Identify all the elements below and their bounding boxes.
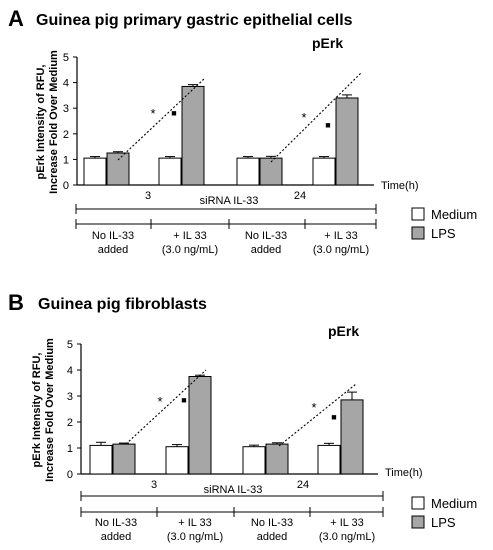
panel-a-ytick-label-4: 4 (63, 78, 69, 90)
panel-b-bar-medium-4 (317, 444, 341, 475)
panel-letter-b: B (8, 290, 24, 315)
panel-b-cond3-line1: No IL-33 (251, 517, 293, 529)
legend-a-medium-label: Medium (431, 207, 477, 222)
panel-a-cond3-line2: added (251, 244, 282, 256)
panel-b-bars: * * ■ ■ (89, 369, 364, 475)
panel-b-time-label: Time(h) (385, 467, 422, 479)
legend-b: Medium LPS (411, 496, 477, 530)
panel-b-cond4-line1: + IL 33 (330, 517, 364, 529)
panel-a-cond3-line1: No IL-33 (245, 230, 287, 242)
panel-a-trend-line-2 (270, 71, 363, 163)
panel-a-time-24: 24 (294, 190, 306, 202)
panel-b-bar-lps-1 (112, 443, 136, 475)
panel-a-ytick-label-5: 5 (63, 52, 69, 64)
panel-b-bar-medium-3 (242, 446, 266, 475)
panel-a-bar-medium-4 (312, 157, 336, 186)
panel-b-bar-lps-2 (188, 376, 212, 475)
panel-a-cond4-line2: (3.0 ng/mL) (313, 244, 369, 256)
panel-b-significance-star-2: * (311, 400, 316, 415)
panel-a-significance-star-2: * (301, 110, 306, 125)
legend-b-medium-swatch (411, 496, 425, 510)
panel-a-ytick-label-1: 1 (63, 154, 69, 166)
panel-a-significance-square-3: ■ (171, 108, 176, 118)
panel-a-marker-label: pErk (312, 35, 343, 51)
panel-a-sirna-label: siRNA IL-33 (200, 195, 259, 207)
panel-letter-a: A (8, 6, 24, 31)
panel-a-cond4-line1: + IL 33 (324, 230, 358, 242)
panel-a-ytick-label-0: 0 (63, 180, 69, 192)
panel-b-trend-line-2 (278, 383, 357, 447)
panel-a: A Guinea pig primary gastric epithelial … (8, 6, 418, 256)
panel-a-cond1-line1: No IL-33 (92, 230, 134, 242)
panel-b-bar-medium-1 (89, 444, 113, 475)
panel-b-ylabel-line2: Increase Fold Over Medium (44, 338, 56, 482)
panel-b-ytick-label-5: 5 (67, 339, 73, 351)
panel-b-ytick-label-2: 2 (67, 417, 73, 429)
legend-b-medium-label: Medium (431, 496, 477, 511)
legend-b-lps-swatch (411, 515, 425, 529)
panel-a-ytick-label-3: 3 (63, 103, 69, 115)
panel-a-time-3: 3 (145, 190, 151, 202)
panel-a-cond1-line2: added (98, 244, 129, 256)
panel-b-title: Guinea pig fibroblasts (38, 296, 207, 313)
panel-b-ytick-label-1: 1 (67, 443, 73, 455)
panel-b-significance-square-4: ■ (331, 412, 336, 422)
panel-b-cond2-line1: + IL 33 (178, 517, 212, 529)
panel-b-ytick-label-3: 3 (67, 391, 73, 403)
legend-b-lps-label: LPS (431, 515, 456, 530)
panel-a-bar-lps-3 (259, 157, 283, 186)
panel-b-bar-lps-4 (340, 399, 364, 475)
panel-b-cond1-line2: added (101, 531, 132, 543)
panel-b-marker-label: pErk (328, 323, 359, 339)
panel-b-cond4-line2: (3.0 ng/mL) (319, 531, 375, 543)
panel-a-bar-lps-1 (106, 152, 130, 186)
legend-a-lps-swatch (411, 226, 425, 240)
panel-b-cond3-line2: added (257, 531, 288, 543)
panel-b-cond2-line2: (3.0 ng/mL) (167, 531, 223, 543)
panel-a-time-label: Time(h) (381, 180, 418, 192)
panel-a-ytick-label-2: 2 (63, 129, 69, 141)
panel-b-ytick-label-0: 0 (67, 469, 73, 481)
panel-b-bar-lps-3 (265, 443, 289, 475)
panel-b-sirna-label: siRNA IL-33 (204, 484, 263, 496)
legend-a-medium-swatch (411, 207, 425, 221)
panel-a-cond2-line2: (3.0 ng/mL) (162, 244, 218, 256)
panel-b: B Guinea pig fibroblasts pErk pErk Inten… (8, 290, 422, 543)
panel-b-bar-medium-2 (165, 446, 189, 475)
panel-a-bar-medium-3 (236, 157, 260, 186)
panel-a-bar-lps-4 (335, 97, 359, 186)
panel-a-ylabel-line1: pErk Intensity of RFU, (35, 65, 47, 180)
panel-a-significance-square-4: ■ (325, 120, 330, 130)
panel-a-ylabel-line2: Increase Fold Over Medium (48, 50, 60, 194)
panel-b-significance-square-3: ■ (181, 395, 186, 405)
panel-b-time-3: 3 (151, 479, 157, 491)
panel-a-cond2-line1: + IL 33 (173, 230, 207, 242)
legend-a-lps-label: LPS (431, 226, 456, 241)
panel-b-cond1-line1: No IL-33 (95, 517, 137, 529)
panel-a-title: Guinea pig primary gastric epithelial ce… (36, 12, 353, 29)
panel-a-bar-medium-2 (158, 157, 182, 186)
panel-b-significance-star-1: * (157, 394, 162, 409)
panel-b-ylabel-line1: pErk Intensity of RFU, (31, 353, 43, 468)
panel-a-bar-medium-1 (83, 157, 107, 186)
panel-b-time-24: 24 (297, 479, 309, 491)
panel-b-ytick-label-4: 4 (67, 365, 73, 377)
panel-a-significance-star-1: * (150, 106, 155, 121)
legend-a: Medium LPS (411, 207, 477, 241)
panel-a-bar-lps-2 (181, 85, 205, 186)
panel-a-bars: * * ■ ■ (83, 71, 363, 186)
